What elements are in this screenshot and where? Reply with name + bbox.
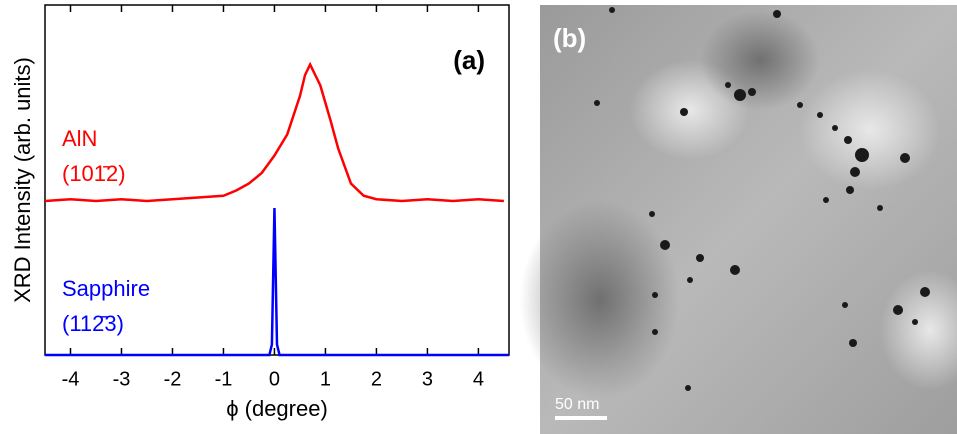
x-tick-label: -2 bbox=[164, 368, 182, 390]
x-axis-label: ϕ (degree) bbox=[226, 396, 328, 421]
x-tick-label: -1 bbox=[215, 368, 233, 390]
scale-bar-label: 50 nm bbox=[555, 396, 599, 413]
series-label: AlN bbox=[62, 126, 97, 151]
panel-label: (b) bbox=[553, 23, 586, 53]
x-tick-label: 3 bbox=[422, 368, 433, 390]
series-label: (112̄3) bbox=[62, 311, 124, 336]
series-label: (101̄2) bbox=[62, 161, 126, 186]
data-line bbox=[45, 207, 509, 357]
chart-title: (a) bbox=[453, 45, 485, 75]
plot-frame bbox=[44, 4, 510, 356]
x-tick-label: 1 bbox=[320, 368, 331, 390]
x-tick-label: 0 bbox=[269, 368, 280, 390]
x-tick-label: 2 bbox=[371, 368, 382, 390]
x-tick-label: -3 bbox=[113, 368, 131, 390]
y-axis-label: XRD Intensity (arb. units) bbox=[10, 57, 35, 303]
x-tick-label: -4 bbox=[62, 368, 80, 390]
data-line bbox=[44, 61, 504, 203]
series-label: Sapphire bbox=[62, 276, 150, 301]
micrograph bbox=[520, 5, 957, 434]
x-tick-label: 4 bbox=[473, 368, 484, 390]
